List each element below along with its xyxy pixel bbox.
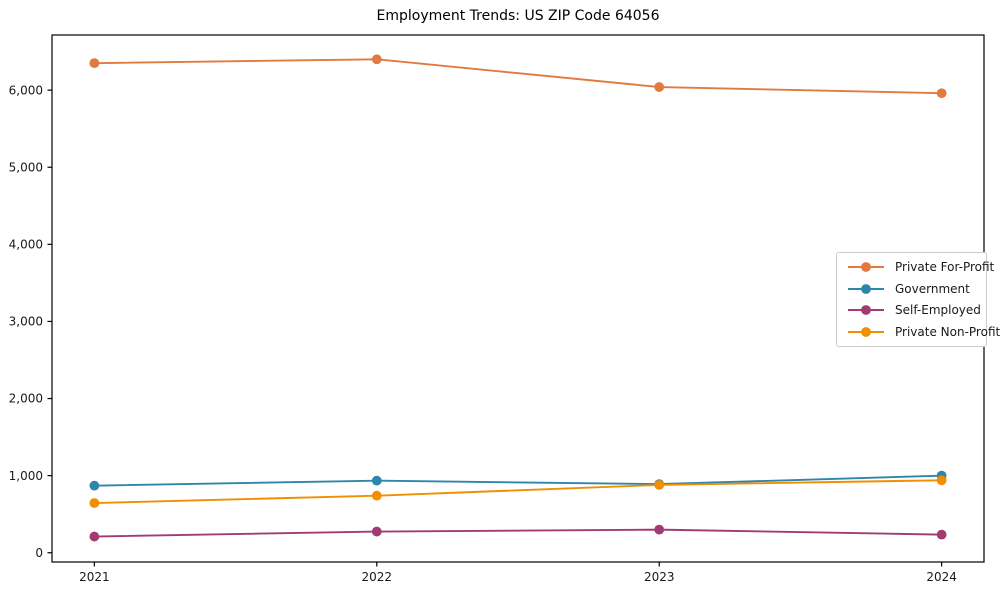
data-point-marker xyxy=(89,480,100,491)
y-tick-label: 4,000 xyxy=(9,238,43,252)
legend-label: Private Non-Profit xyxy=(895,324,1000,339)
data-point-marker xyxy=(89,531,100,542)
data-point-marker xyxy=(89,498,100,508)
series-line xyxy=(93,474,943,487)
y-tick-label: 6,000 xyxy=(9,83,43,97)
legend-line-dot-icon xyxy=(846,261,886,273)
legend-item-government: Government xyxy=(846,282,978,296)
legend-line-dot-icon xyxy=(846,283,886,295)
data-point-marker xyxy=(371,475,382,486)
data-point-marker xyxy=(89,58,100,69)
data-point-marker xyxy=(654,479,665,490)
legend-item-private-non-profit: Private Non-Profit xyxy=(846,325,1000,339)
x-tick-label: 2022 xyxy=(362,570,393,584)
legend-line-dot-icon xyxy=(846,304,886,316)
data-point-marker xyxy=(936,88,947,99)
legend-item-self-employed: Self-Employed xyxy=(846,303,981,318)
chart-title: Employment Trends: US ZIP Code 64056 xyxy=(376,8,660,24)
y-tick-label: 2,000 xyxy=(9,392,43,406)
y-tick-label: 5,000 xyxy=(9,160,43,174)
legend-marker-dot xyxy=(861,327,871,337)
legend-label: Private For-Profit xyxy=(895,260,995,274)
y-tick-label: 3,000 xyxy=(9,315,43,329)
legend-marker-dot xyxy=(861,283,871,294)
y-tick-label: 1,000 xyxy=(9,469,43,483)
data-point-marker xyxy=(371,490,382,501)
legend-line-dot-icon xyxy=(846,326,886,338)
data-point-marker xyxy=(371,526,382,537)
data-point-marker xyxy=(654,82,665,92)
legend-label: Government xyxy=(895,281,970,296)
y-tick-label: 0 xyxy=(35,546,43,560)
series-line xyxy=(93,479,943,504)
legend-marker-dot xyxy=(861,305,871,316)
data-point-marker xyxy=(654,524,665,535)
legend: Private For-Profit Government Self-Emplo… xyxy=(836,252,1000,347)
data-point-marker xyxy=(371,54,382,65)
data-point-marker xyxy=(936,475,947,486)
x-tick-label: 2024 xyxy=(926,570,957,584)
x-tick-label: 2021 xyxy=(79,570,110,584)
series-line xyxy=(93,528,943,538)
x-tick-label: 2023 xyxy=(644,570,675,584)
legend-item-private-for-profit: Private For-Profit xyxy=(846,260,994,274)
series-line xyxy=(93,58,943,95)
data-point-marker xyxy=(936,529,947,540)
legend-label: Self-Employed xyxy=(895,303,981,318)
legend-marker-dot xyxy=(861,262,871,272)
